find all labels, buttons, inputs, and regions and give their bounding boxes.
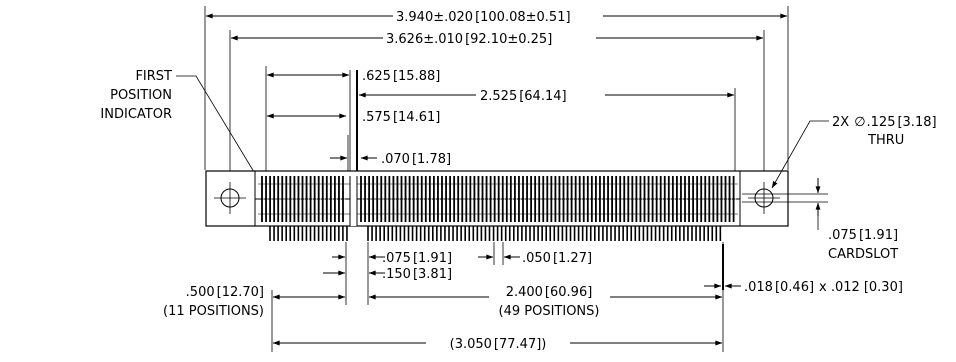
dim-625-text: .625 [15.88]	[362, 69, 440, 84]
hole-thru-text: THRU	[867, 133, 904, 148]
dimension-overall: 3.940±.020 [100.08±0.51]	[205, 10, 788, 25]
cardslot-text: .075 [1.91]	[828, 228, 898, 243]
dimension-2525: 2.525 [64.14]	[358, 89, 735, 104]
dim-575-text: .575 [14.61]	[362, 110, 440, 125]
dimension-150: .150 [3.81]	[323, 267, 452, 282]
left-positions-text: (11 POSITIONS)	[163, 304, 264, 319]
first-position-label-2: POSITION	[110, 88, 172, 103]
dimension-pitch-050: .050 [1.27]	[478, 242, 592, 266]
first-position-indicator: FIRST POSITION INDICATOR	[100, 69, 259, 177]
left-span-text: .500 [12.70]	[186, 285, 264, 300]
mounting-hole-right	[748, 182, 780, 214]
contact-array	[258, 176, 738, 222]
polarizing-key	[350, 172, 357, 226]
dimension-pitch-075: .075 [1.91]	[332, 251, 452, 266]
pin-tails	[269, 226, 722, 241]
cardslot-dimension: .075 [1.91] CARDSLOT	[742, 178, 898, 262]
dimension-right-span: 2.400 [60.96] (49 POSITIONS)	[368, 285, 723, 319]
key-width-text: .070 [1.78]	[381, 152, 451, 167]
cardslot-label: CARDSLOT	[828, 247, 898, 262]
dimension-pin-size: .018 [0.46] x .012 [0.30]	[704, 244, 903, 295]
pin-size-text: .018 [0.46] x .012 [0.30]	[744, 280, 903, 295]
dimension-575: .575 [14.61]	[266, 110, 440, 125]
hole-callout: 2X ∅.125 [3.18] THRU	[771, 115, 937, 189]
dimension-625: .625 [15.88]	[266, 69, 440, 84]
right-span-text: 2.400 [60.96]	[506, 285, 593, 300]
dimension-key-width: .070 [1.78]	[330, 152, 451, 167]
mounting-hole-left	[214, 182, 246, 214]
pitch-050-text: .050 [1.27]	[522, 251, 592, 266]
dim-150-text: .150 [3.81]	[382, 267, 452, 282]
dimension-hole-spacing: 3.626±.010 [92.10±0.25]	[230, 32, 764, 47]
dimension-total-span: (3.050 [77.47])	[272, 337, 723, 352]
dim-2525-text: 2.525 [64.14]	[480, 89, 567, 104]
overall-dim-text: 3.940±.020 [100.08±0.51]	[396, 10, 571, 25]
hole-callout-text: 2X ∅.125 [3.18]	[832, 115, 937, 130]
pitch-075-text: .075 [1.91]	[382, 251, 452, 266]
first-position-label-1: FIRST	[135, 69, 172, 84]
connector-body	[205, 170, 789, 241]
right-positions-text: (49 POSITIONS)	[499, 304, 600, 319]
total-span-text: (3.050 [77.47])	[450, 337, 547, 352]
first-position-label-3: INDICATOR	[100, 107, 172, 122]
dimension-left-span: .500 [12.70] (11 POSITIONS)	[163, 285, 346, 319]
hole-spacing-dim-text: 3.626±.010 [92.10±0.25]	[386, 32, 552, 47]
